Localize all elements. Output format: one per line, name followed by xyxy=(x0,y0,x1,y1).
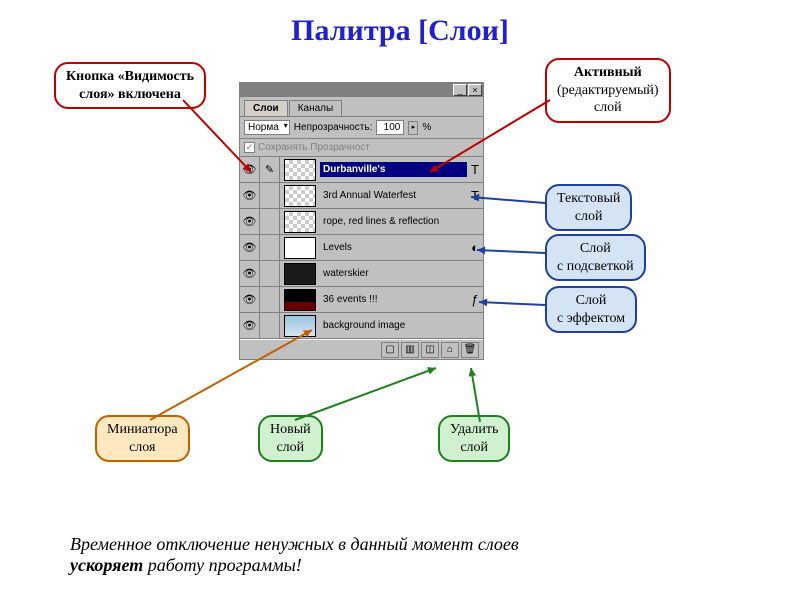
footnote: Временное отключение ненужных в данный м… xyxy=(70,534,730,576)
layer-row[interactable]: Levels◐ xyxy=(240,235,483,261)
layer-row[interactable]: rope, red lines & reflection xyxy=(240,209,483,235)
palette-titlebar: _ × xyxy=(240,83,483,97)
visibility-toggle[interactable] xyxy=(240,235,260,261)
tab-channels[interactable]: Каналы xyxy=(289,100,343,116)
layer-name[interactable]: rope, red lines & reflection xyxy=(320,214,467,229)
callout-delete-layer: Удалитьслой xyxy=(438,415,510,462)
layer-name[interactable]: Durbanville's xyxy=(320,162,467,177)
layer-name[interactable]: Levels xyxy=(320,240,467,255)
preserve-label: Сохранять Прозрачност xyxy=(258,142,370,153)
layer-thumbnail xyxy=(284,289,316,311)
link-cell[interactable] xyxy=(260,157,280,183)
link-cell[interactable] xyxy=(260,235,280,261)
palette-tabs: Слои Каналы xyxy=(240,97,483,117)
preserve-row: ✓ Сохранять Прозрачност xyxy=(240,139,483,157)
layer-name[interactable]: 3rd Annual Waterfest xyxy=(320,188,467,203)
blend-mode-select[interactable]: Норма xyxy=(244,120,290,135)
layer-name[interactable]: background image xyxy=(320,318,467,333)
link-cell[interactable] xyxy=(260,183,280,209)
visibility-toggle[interactable] xyxy=(240,157,260,183)
footer-button[interactable]: ▥ xyxy=(401,342,419,358)
layer-flag-icon: T xyxy=(467,162,483,177)
minimize-button[interactable]: _ xyxy=(453,84,467,96)
page-title: Палитра [Слои] xyxy=(0,14,800,48)
layer-flag-icon: ƒ xyxy=(467,292,483,307)
link-cell[interactable] xyxy=(260,261,280,287)
layer-thumbnail xyxy=(284,211,316,233)
opacity-slider-btn[interactable]: ▸ xyxy=(408,121,418,135)
layer-name[interactable]: 36 events !!! xyxy=(320,292,467,307)
link-cell[interactable] xyxy=(260,209,280,235)
layer-flag-icon: ◐ xyxy=(467,240,483,255)
callout-effect-layer: Слойс эффектом xyxy=(545,286,637,333)
opacity-value[interactable]: 100 xyxy=(376,120,404,135)
visibility-toggle[interactable] xyxy=(240,287,260,313)
footer-button[interactable]: ▢ xyxy=(381,342,399,358)
close-button[interactable]: × xyxy=(468,84,482,96)
callout-levels-layer: Слойс подсветкой xyxy=(545,234,646,281)
visibility-toggle[interactable] xyxy=(240,261,260,287)
blend-row: Норма Непрозрачность: 100 ▸ % xyxy=(240,117,483,139)
layers-palette: _ × Слои Каналы Норма Непрозрачность: 10… xyxy=(239,82,484,360)
new-layer-button[interactable]: ⌂ xyxy=(441,342,459,358)
preserve-checkbox[interactable]: ✓ xyxy=(244,142,255,153)
layer-row[interactable]: 3rd Annual WaterfestT xyxy=(240,183,483,209)
layer-row[interactable]: 36 events !!!ƒ xyxy=(240,287,483,313)
opacity-unit: % xyxy=(422,122,431,133)
palette-footer: ▢▥◫⌂🗑 xyxy=(240,339,483,359)
layer-row[interactable]: Durbanville'sT xyxy=(240,157,483,183)
link-cell[interactable] xyxy=(260,287,280,313)
link-cell[interactable] xyxy=(260,313,280,339)
layer-thumbnail xyxy=(284,159,316,181)
layer-thumbnail xyxy=(284,237,316,259)
tab-layers[interactable]: Слои xyxy=(244,100,288,116)
layer-row[interactable]: waterskier xyxy=(240,261,483,287)
visibility-toggle[interactable] xyxy=(240,209,260,235)
opacity-label: Непрозрачность: xyxy=(294,122,373,133)
footer-button[interactable]: ◫ xyxy=(421,342,439,358)
delete-layer-button[interactable]: 🗑 xyxy=(461,342,479,358)
callout-text-layer: Текстовыйслой xyxy=(545,184,632,231)
visibility-toggle[interactable] xyxy=(240,183,260,209)
visibility-toggle[interactable] xyxy=(240,313,260,339)
layer-thumbnail xyxy=(284,185,316,207)
layer-list: Durbanville'sT3rd Annual WaterfestTrope,… xyxy=(240,157,483,339)
layer-thumbnail xyxy=(284,315,316,337)
callout-new-layer: Новыйслой xyxy=(258,415,323,462)
layer-flag-icon: T xyxy=(467,188,483,203)
callout-visibility: Кнопка «Видимостьслоя» включена xyxy=(54,62,206,109)
layer-name[interactable]: waterskier xyxy=(320,266,467,281)
layer-thumbnail xyxy=(284,263,316,285)
callout-active: Активный (редактируемый) слой xyxy=(545,58,671,123)
callout-thumbnail: Миниатюраслоя xyxy=(95,415,190,462)
layer-row[interactable]: background image xyxy=(240,313,483,339)
